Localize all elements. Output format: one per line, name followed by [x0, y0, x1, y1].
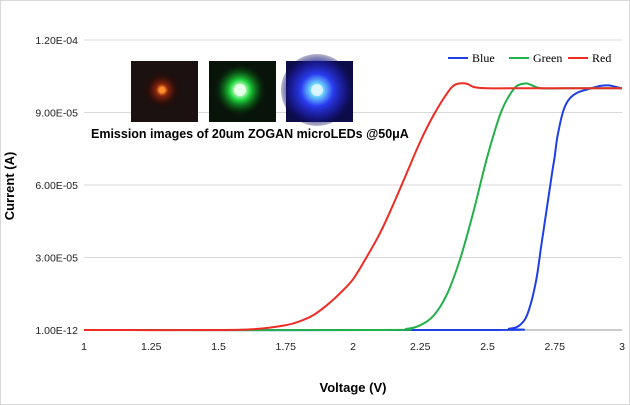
- blue-series-line: [83, 84, 623, 332]
- inset-caption: Emission images of 20um ZOGAN microLEDs …: [91, 127, 409, 141]
- x-tick-label: 3: [619, 341, 625, 353]
- x-tick-label: 1.75: [276, 341, 297, 353]
- green-legend-label: Green: [533, 51, 562, 65]
- blue-emission-image: [281, 54, 353, 126]
- x-tick-label: 1.25: [141, 341, 162, 353]
- y-tick-label: 3.00E-05: [35, 253, 78, 265]
- y-axis-title: Current (A): [2, 152, 17, 221]
- series-lines: [83, 82, 623, 332]
- x-tick-label: 1.5: [211, 341, 226, 353]
- y-tick-label: 6.00E-05: [35, 180, 78, 192]
- x-axis-title: Voltage (V): [320, 380, 387, 395]
- x-tick-label: 2: [350, 341, 356, 353]
- x-tick-label: 2.75: [545, 341, 566, 353]
- x-tick-label: 2.25: [410, 341, 431, 353]
- green-series-line: [83, 82, 622, 332]
- y-tick-label: 1.20E-04: [35, 35, 78, 47]
- legend: Blue Green Red: [448, 51, 611, 65]
- x-tick-label: 1: [81, 341, 87, 353]
- red-legend-label: Red: [592, 51, 611, 65]
- y-tick-label: 9.00E-05: [35, 108, 78, 120]
- x-tick-label: 2.5: [480, 341, 495, 353]
- blue-legend-label: Blue: [472, 51, 495, 65]
- green-emission-image: [209, 61, 276, 122]
- red-series-line: [83, 82, 622, 332]
- y-tick-labels: 1.00E-12 3.00E-05 6.00E-05 9.00E-05 1.20E-04: [35, 35, 78, 337]
- red-emission-image: [131, 61, 198, 122]
- emission-images-inset: [131, 54, 353, 126]
- x-tick-labels: 1 1.25 1.5 1.75 2 2.25 2.5 2.75 3: [81, 341, 625, 353]
- y-tick-label: 1.00E-12: [35, 325, 78, 337]
